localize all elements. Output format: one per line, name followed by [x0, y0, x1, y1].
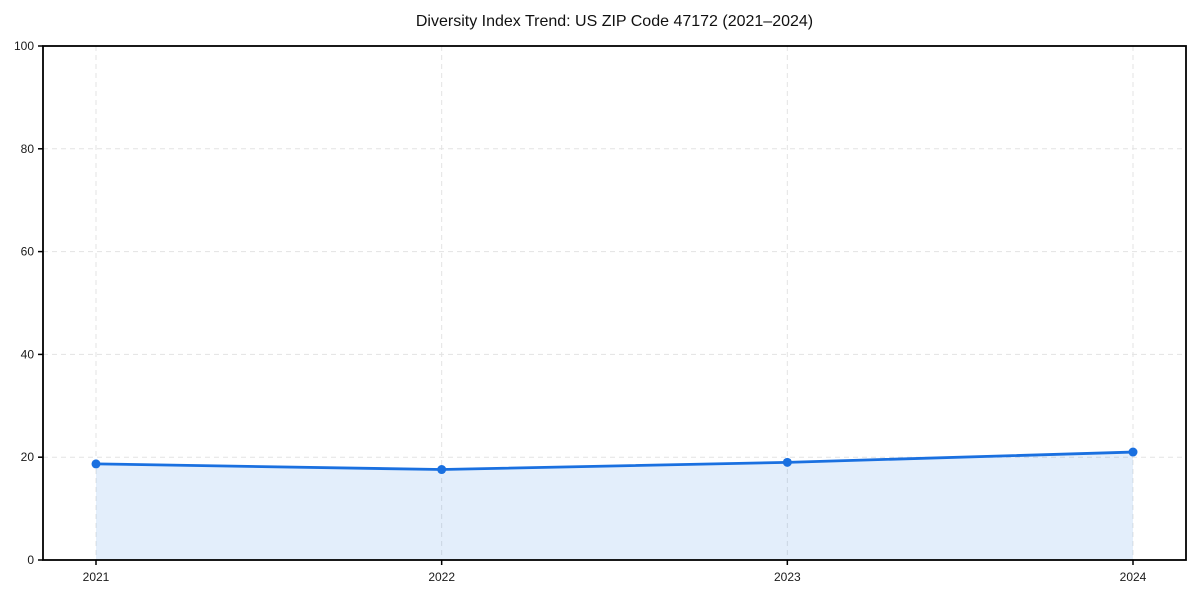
chart-title: Diversity Index Trend: US ZIP Code 47172… [415, 13, 814, 30]
data-point-marker [782, 457, 792, 467]
x-tick-label: 2023 [774, 570, 801, 584]
y-tick-label: 0 [27, 553, 34, 567]
x-tick-label: 2024 [1120, 570, 1147, 584]
plot-frame [42, 45, 1187, 561]
data-point-marker [1128, 447, 1138, 457]
y-tick-label: 20 [21, 450, 35, 464]
x-tick-label: 2022 [428, 570, 455, 584]
series-area-fill [96, 452, 1133, 560]
series-line [94, 450, 1135, 471]
data-point-marker [437, 465, 447, 475]
y-tick-label: 100 [14, 39, 34, 53]
y-tick-label: 40 [21, 347, 35, 361]
y-tick-label: 60 [21, 245, 35, 259]
data-point-marker [91, 459, 101, 469]
y-tick-label: 80 [21, 142, 35, 156]
x-tick-label: 2021 [83, 570, 110, 584]
